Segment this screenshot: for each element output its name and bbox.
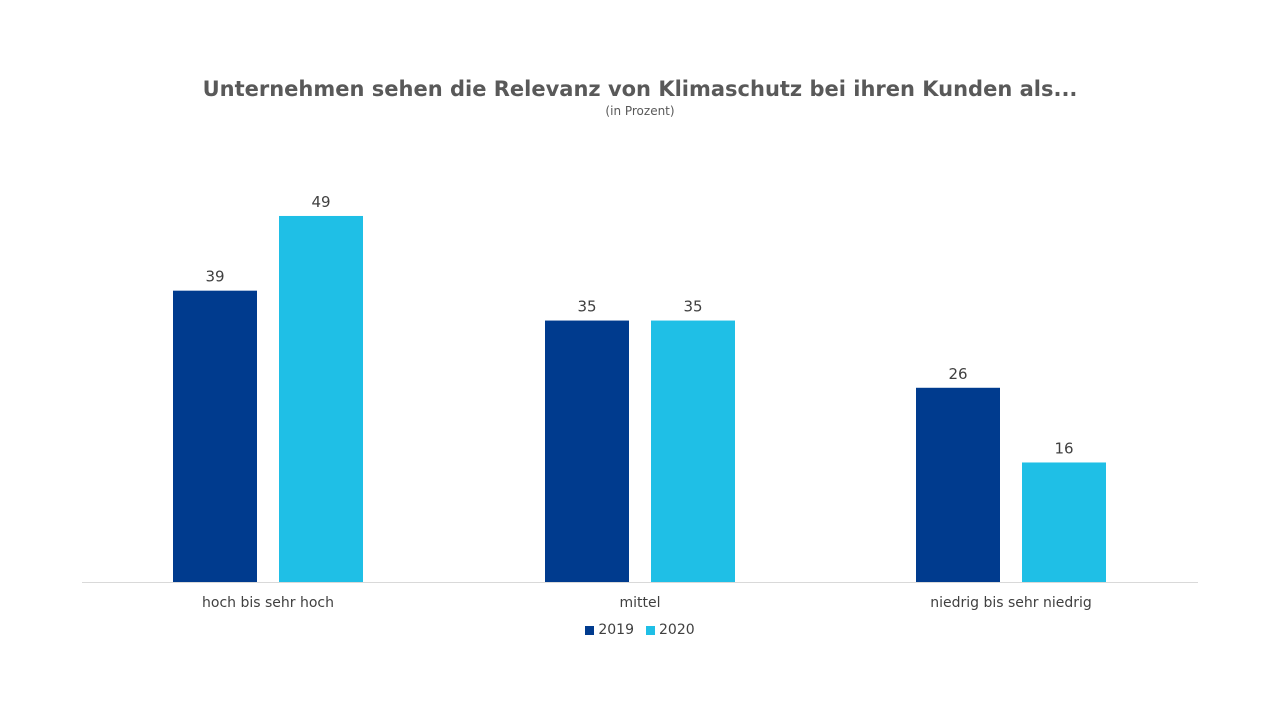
legend-swatch-2019 (585, 625, 595, 635)
bar-2019-2 (916, 387, 1000, 582)
legend-item-2019: 2019 (585, 622, 634, 638)
bar-2020-2 (1022, 462, 1106, 582)
data-label-2020-0: 49 (311, 193, 330, 211)
legend-swatch-2020 (646, 625, 655, 635)
bar-2019-1 (545, 320, 629, 582)
legend-label-2020: 2020 (659, 622, 695, 638)
data-label-2019-2: 26 (948, 365, 967, 383)
data-label-2019-1: 35 (577, 298, 596, 316)
bar-2020-0 (279, 215, 363, 582)
bar-2020-1 (651, 320, 735, 582)
chart-title: Unternehmen sehen die Relevanz von Klima… (202, 77, 1078, 101)
legend-item-2020: 2020 (646, 622, 695, 638)
data-label-2020-1: 35 (683, 298, 702, 316)
data-label-2020-2: 16 (1054, 439, 1073, 457)
category-label-0: hoch bis sehr hoch (202, 595, 334, 611)
data-label-2019-0: 39 (205, 268, 224, 286)
chart-subtitle: (in Prozent) (605, 104, 675, 118)
category-label-1: mittel (619, 595, 660, 611)
legend: 2019 2020 (0, 622, 1280, 638)
category-label-2: niedrig bis sehr niedrig (930, 595, 1092, 611)
legend-label-2019: 2019 (598, 622, 634, 638)
bar-2019-0 (173, 290, 257, 582)
